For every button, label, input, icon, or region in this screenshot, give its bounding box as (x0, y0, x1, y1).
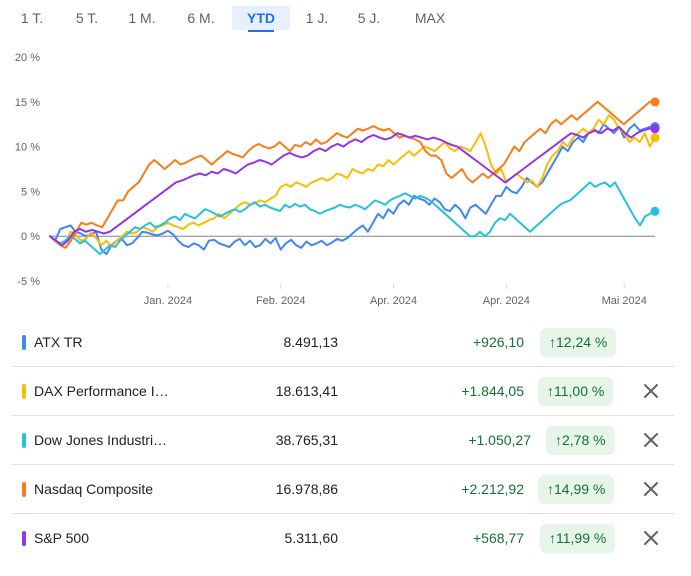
performance-line-chart: 20 % 15 % 10 % 5 % 0 % -5 % Jan. 2024 Feb. 2024… (15, 52, 660, 307)
series-color-swatch (22, 482, 26, 497)
index-name: ATX TR (34, 334, 83, 350)
tab-1d[interactable]: 1 T. (20, 10, 44, 26)
index-change: +2.212,92 (461, 481, 524, 497)
index-name: Nasdaq Composite (34, 481, 154, 497)
series-end-marker-4 (650, 124, 660, 134)
y-tick-label: 15 % (15, 97, 40, 109)
arrow-up-icon: ↑ (547, 481, 554, 497)
tab-6m[interactable]: 6 M. (187, 10, 215, 26)
index-name: S&P 500 (34, 530, 90, 546)
series-color-swatch (22, 531, 26, 546)
series-line-1 (49, 114, 656, 248)
series-line-2 (49, 181, 656, 256)
table-row[interactable]: Nasdaq Composite 16.978,86 +2.212,92 ↑14… (12, 465, 674, 514)
series-color-swatch (22, 433, 26, 448)
index-price: 16.978,86 (275, 481, 338, 497)
index-price: 5.311,60 (284, 530, 338, 546)
arrow-up-icon: ↑ (549, 530, 556, 546)
table-row[interactable]: DAX Performance I… 18.613,41 +1.844,05 ↑… (12, 367, 674, 416)
index-change: +926,10 (473, 334, 524, 350)
percent-change-value: 11,99 % (556, 530, 607, 546)
close-icon (644, 433, 658, 447)
remove-comparison-button[interactable] (639, 526, 663, 550)
close-icon (644, 384, 658, 398)
comparison-table: ATX TR 8.491,13 +926,10 ↑12,24 % DAX Per… (12, 318, 674, 563)
tab-ytd[interactable]: YTD (232, 6, 290, 32)
index-change: +1.050,27 (468, 432, 531, 448)
x-tick-label: Jan. 2024 (144, 295, 192, 307)
index-price: 38.765,31 (275, 432, 338, 448)
range-tabs: 1 T. 5 T. 1 M. 6 M. YTD 1 J. 5 J. MAX (0, 0, 691, 36)
arrow-up-icon: ↑ (547, 383, 554, 399)
y-tick-label: 20 % (15, 52, 40, 64)
percent-change-value: 14,99 % (554, 481, 606, 497)
series-color-swatch (22, 335, 26, 350)
percent-change-badge: ↑11,00 % (538, 377, 614, 406)
series-line-0 (49, 123, 656, 256)
percent-change-badge: ↑12,24 % (540, 328, 617, 357)
index-change: +1.844,05 (461, 383, 524, 399)
series-line-4 (49, 125, 656, 247)
series-color-swatch (22, 384, 26, 399)
close-icon (644, 531, 658, 545)
tab-5y[interactable]: 5 J. (357, 10, 381, 26)
tab-1m[interactable]: 1 M. (128, 10, 156, 26)
close-icon (644, 482, 658, 496)
index-name: DAX Performance I… (34, 383, 169, 399)
x-tick-label: Apr. 2024 (483, 295, 530, 307)
series-end-marker-3 (650, 97, 660, 107)
table-row[interactable]: ATX TR 8.491,13 +926,10 ↑12,24 % (12, 318, 674, 367)
index-price: 8.491,13 (283, 334, 339, 350)
index-price: 18.613,41 (275, 383, 338, 399)
index-name: Dow Jones Industri… (34, 432, 168, 448)
tab-1y[interactable]: 1 J. (305, 10, 329, 26)
x-tick-label: Feb. 2024 (256, 295, 306, 307)
series-line-3 (49, 100, 656, 249)
percent-change-value: 11,00 % (554, 383, 605, 399)
x-tick-label: Apr. 2024 (370, 295, 417, 307)
tab-5d[interactable]: 5 T. (75, 10, 99, 26)
arrow-up-icon: ↑ (555, 432, 562, 448)
y-tick-label: 5 % (21, 186, 40, 198)
percent-change-value: 2,78 % (562, 432, 606, 448)
index-change: +568,77 (473, 530, 524, 546)
tab-max[interactable]: MAX (414, 10, 446, 26)
remove-comparison-button[interactable] (639, 477, 663, 501)
percent-change-value: 12,24 % (556, 334, 608, 350)
series-end-marker-2 (650, 206, 660, 216)
remove-comparison-button[interactable] (639, 379, 663, 403)
remove-comparison-button[interactable] (639, 428, 663, 452)
y-tick-label: 10 % (15, 142, 40, 154)
y-tick-label: -5 % (17, 276, 40, 288)
x-tick-label: Mai 2024 (602, 295, 647, 307)
series-end-marker-1 (650, 133, 660, 143)
percent-change-badge: ↑14,99 % (538, 475, 615, 504)
percent-change-badge: ↑11,99 % (540, 524, 616, 553)
table-row[interactable]: Dow Jones Industri… 38.765,31 +1.050,27 … (12, 416, 674, 465)
y-tick-label: 0 % (21, 231, 40, 243)
percent-change-badge: ↑2,78 % (546, 426, 615, 455)
table-row[interactable]: S&P 500 5.311,60 +568,77 ↑11,99 % (12, 514, 674, 563)
arrow-up-icon: ↑ (549, 334, 556, 350)
